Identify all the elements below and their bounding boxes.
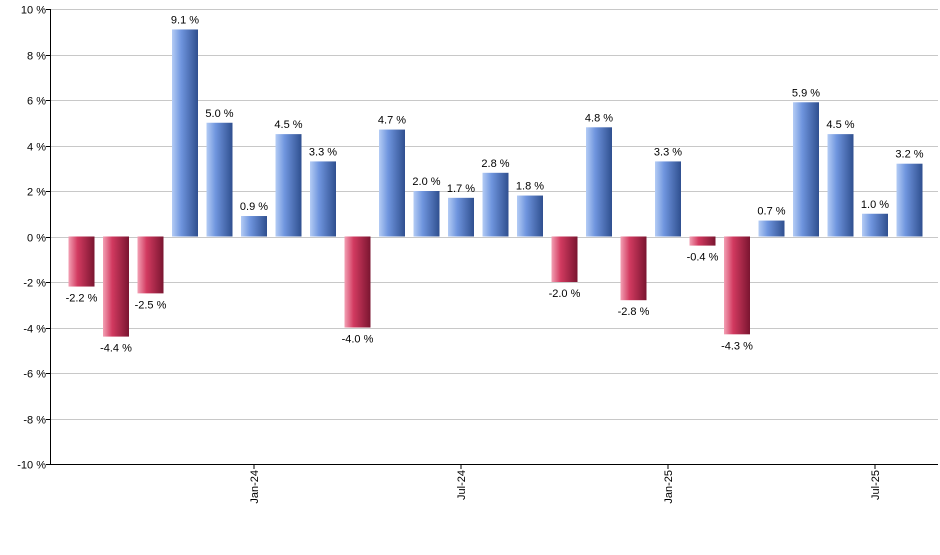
bars: [68, 29, 923, 337]
bar-positive: [862, 213, 888, 237]
bar-value-label: -4.0 %: [342, 334, 374, 346]
y-tick-label: 6 %: [27, 96, 46, 108]
bar-value-label: -0.4 %: [687, 252, 719, 264]
y-tick-label: 2 %: [27, 187, 46, 199]
bar-value-label: 4.5 %: [826, 119, 854, 131]
bar-value-label: 4.8 %: [585, 112, 613, 124]
bar-negative: [344, 236, 371, 328]
y-tick-label: -4 %: [23, 324, 46, 336]
y-tick-label: 10 %: [21, 5, 46, 17]
bar-negative: [689, 236, 716, 246]
bar-positive: [758, 220, 785, 237]
bar-value-label: 4.5 %: [274, 119, 302, 131]
bar-value-label: 9.1 %: [171, 14, 199, 26]
bar-positive: [206, 122, 233, 237]
bar-positive: [827, 134, 854, 237]
bar-value-label: -2.5 %: [135, 299, 167, 311]
axes: [50, 9, 938, 465]
bar-positive: [172, 29, 198, 237]
bar-value-label: 1.7 %: [447, 183, 475, 195]
bar-value-label: 5.9 %: [792, 87, 820, 99]
bar-value-label: 4.7 %: [378, 115, 406, 127]
bar-value-label: 3.3 %: [654, 146, 682, 158]
bar-negative: [137, 236, 164, 294]
bar-value-label: 5.0 %: [205, 108, 233, 120]
x-tick-label: Jan-24: [249, 470, 261, 504]
bar-negative: [551, 236, 578, 282]
y-tick-label: 8 %: [27, 51, 46, 63]
bar-positive: [448, 197, 474, 237]
y-tick-label: -2 %: [23, 278, 46, 290]
bar-positive: [586, 127, 612, 237]
bar-negative: [103, 236, 129, 337]
bar-value-label: -2.8 %: [618, 306, 650, 318]
bar-positive: [275, 134, 302, 237]
bar-value-label: 0.9 %: [240, 201, 268, 213]
x-tick-label: Jul-25: [870, 470, 882, 500]
value-labels: -2.2 % -4.4 % -2.5 % 9.1 % 5.0 % 0.9 % 4.5 % 3.…: [66, 14, 924, 354]
bar-negative: [68, 236, 95, 287]
bar-value-label: -2.0 %: [549, 288, 581, 300]
bar-negative: [620, 236, 647, 301]
bar-positive: [241, 216, 267, 237]
bar-positive: [517, 195, 543, 237]
x-axis-ticks: Jan-24 Jul-24 Jan-25 Jul-25: [249, 464, 882, 504]
bar-positive: [310, 161, 336, 237]
bar-value-label: 3.2 %: [895, 149, 923, 161]
y-axis-ticks: 10 % 8 % 6 % 4 % 2 % 0 % -2 % -4 % -6 % -8 % -10 %: [17, 5, 50, 472]
bar-value-label: 3.3 %: [309, 146, 337, 158]
bar-negative: [724, 236, 750, 335]
bar-value-label: -2.2 %: [66, 293, 98, 305]
bar-positive: [379, 129, 405, 237]
y-tick-label: -6 %: [23, 369, 46, 381]
bar-value-label: 2.8 %: [481, 158, 509, 170]
x-tick-label: Jan-25: [663, 470, 675, 504]
y-tick-label: -10 %: [17, 460, 46, 472]
bar-value-label: 0.7 %: [757, 206, 785, 218]
bar-positive: [896, 163, 923, 237]
bar-positive: [793, 102, 819, 237]
x-tick-label: Jul-24: [456, 470, 468, 500]
bar-positive: [482, 172, 509, 237]
bar-value-label: 1.0 %: [861, 199, 889, 211]
bar-value-label: 1.8 %: [516, 181, 544, 193]
y-tick-label: -8 %: [23, 415, 46, 427]
y-tick-label: 0 %: [27, 233, 46, 245]
y-tick-label: 4 %: [27, 142, 46, 154]
bar-value-label: 2.0 %: [412, 176, 440, 188]
bar-value-label: -4.4 %: [100, 343, 132, 355]
bar-value-label: -4.3 %: [721, 340, 753, 352]
bar-positive: [413, 191, 440, 237]
bar-positive: [655, 161, 681, 237]
